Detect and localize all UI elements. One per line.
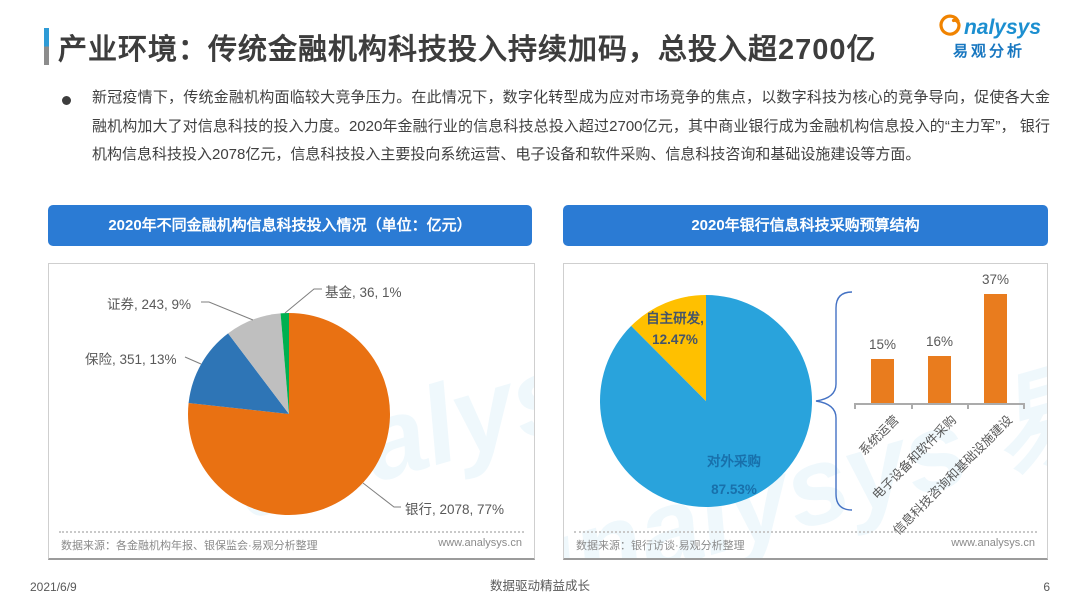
pie-label-securities: 证券, 243, 9%	[107, 297, 192, 312]
right-chart-header: 2020年银行信息科技采购预算结构	[563, 205, 1048, 246]
axis-tick	[1023, 403, 1025, 409]
pie-slice-自主研发	[631, 295, 706, 401]
axis-tick	[910, 403, 913, 409]
website-link[interactable]: www.analysys.cn	[438, 537, 522, 549]
procurement-pie-chart	[600, 291, 853, 511]
left-chart-header: 2020年不同金融机构信息科技投入情况（单位：亿元）	[48, 205, 532, 246]
footer-date: 2021/6/9	[30, 580, 77, 594]
pie-slice-基金	[280, 313, 289, 414]
pie-label-bank: 银行, 2078, 77%	[405, 502, 505, 517]
page-title: 产业环境：传统金融机构科技投入持续加码，总投入超2700亿	[58, 34, 877, 66]
bar-电子设备和软件采购	[928, 356, 951, 403]
x-axis	[854, 403, 1024, 405]
pie-label-inhouse: 自主研发, 12.47%	[646, 311, 704, 347]
brace-connector	[815, 291, 853, 511]
right-chart-panel: ɑnalysys 易观 自主研发, 12.47% 对外采购 87.53% 15%…	[563, 263, 1048, 560]
bar-系统运营	[871, 359, 894, 403]
website-link[interactable]: www.analysys.cn	[951, 537, 1035, 549]
footer-page-number: 6	[1043, 580, 1050, 594]
leader-lines	[184, 288, 401, 508]
pie-label-insurance: 保险, 351, 13%	[85, 352, 177, 367]
logo-chinese-text: 易观分析	[952, 42, 1025, 60]
bar-信息科技咨询和基础设施建设	[984, 294, 1007, 403]
logo-brand-text: nalysys	[963, 15, 1042, 39]
analysys-logo: nalysys 易观分析	[924, 12, 1054, 60]
pie-label-fund: 基金, 36, 1%	[325, 285, 402, 300]
bullet-icon	[62, 96, 71, 105]
footer-slogan: 数据驱动精益成长	[489, 579, 590, 593]
pie-slice-保险	[188, 333, 289, 414]
logo-swirl-icon	[937, 12, 963, 43]
data-source-text: 数据来源：各金融机构年报、银保监会·易观分析整理	[61, 540, 318, 552]
summary-paragraph: 新冠疫情下，传统金融机构面临较大竞争压力。在此情况下，数字化转型成为应对市场竞争…	[92, 89, 1050, 163]
bar-value-label: 15%	[868, 337, 897, 352]
pie-label-external: 对外采购 87.53%	[707, 454, 761, 497]
axis-tick	[967, 403, 970, 409]
bar-value-label: 16%	[925, 334, 954, 349]
institutions-pie-chart	[184, 288, 401, 515]
data-source-text: 数据来源：银行访谈·易观分析整理	[576, 540, 745, 552]
source-divider	[59, 531, 524, 533]
title-accent-bar	[44, 28, 49, 65]
axis-tick	[854, 403, 856, 409]
source-divider	[574, 531, 1037, 533]
pie-slice-证券	[228, 313, 289, 414]
left-chart-panel: ɑnalysys 易观 基金, 36, 1% 证券, 243, 9% 保险, 3…	[48, 263, 535, 560]
bar-value-label: 37%	[981, 272, 1010, 287]
